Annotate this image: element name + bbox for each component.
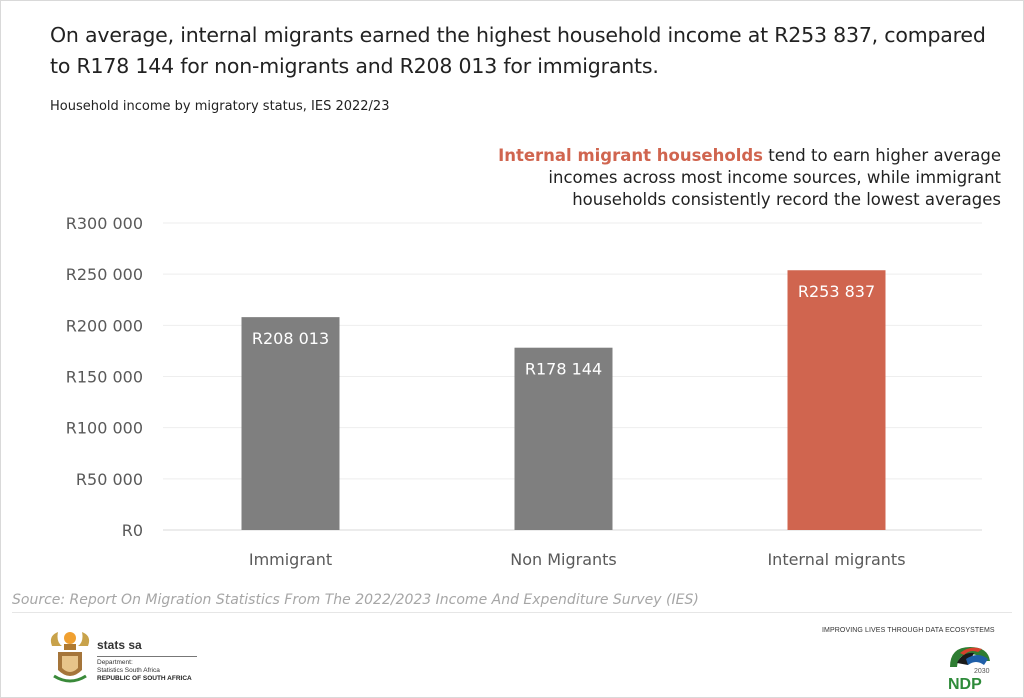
- y-tick-label: R50 000: [76, 470, 143, 489]
- y-tick-label: R250 000: [66, 265, 143, 284]
- callout-highlight: Internal migrant households: [498, 146, 763, 165]
- bar-non-migrants: [514, 347, 613, 530]
- y-tick-label: R0: [122, 521, 143, 540]
- footer-divider: [12, 612, 1012, 613]
- source-note: Source: Report On Migration Statistics F…: [12, 592, 699, 608]
- headline: On average, internal migrants earned the…: [50, 23, 986, 78]
- coat-of-arms-icon: [50, 632, 90, 683]
- bar-chart: R0 R50 000 R100 000 R150 000 R200 000 R250 00…: [66, 214, 982, 569]
- org-department: Department: Statistics South Africa: [97, 659, 160, 674]
- bar-immigrant: [241, 317, 340, 530]
- country-name: REPUBLIC OF SOUTH AFRICA: [97, 675, 192, 682]
- data-label: R253 837: [798, 282, 875, 301]
- x-tick-label: Internal migrants: [767, 550, 905, 569]
- callout-body: tend to earn higher average incomes acro…: [548, 146, 1001, 209]
- data-label: R208 013: [252, 329, 329, 348]
- data-label: R178 144: [525, 360, 602, 379]
- ndp-label: NDP: [948, 676, 982, 691]
- x-tick-label: Immigrant: [249, 550, 332, 569]
- org-rule: [97, 656, 197, 657]
- ndp-logo-icon: 2030 NDP: [948, 647, 990, 691]
- x-tick-label: Non Migrants: [510, 550, 617, 569]
- callout-text: Internal migrant households tend to earn…: [461, 145, 1001, 211]
- y-tick-label: R300 000: [66, 214, 143, 233]
- tagline: IMPROVING LIVES THROUGH DATA ECOSYSTEMS: [822, 627, 995, 634]
- ndp-year: 2030: [974, 668, 990, 675]
- y-tick-label: R150 000: [66, 368, 143, 387]
- org-name: stats sa: [97, 638, 142, 652]
- dept-line-2: Statistics South Africa: [97, 666, 160, 674]
- dept-line-1: Department:: [97, 659, 133, 666]
- y-tick-label: R100 000: [66, 419, 143, 438]
- y-tick-label: R200 000: [66, 316, 143, 335]
- chart-subtitle: Household income by migratory status, IE…: [50, 99, 390, 114]
- bar-internal-migrants: [787, 270, 886, 530]
